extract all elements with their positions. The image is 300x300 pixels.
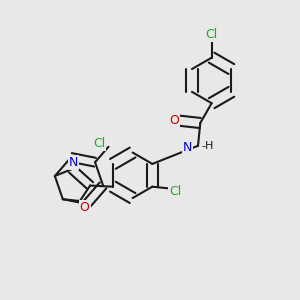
Text: N: N [69,156,78,169]
Text: Cl: Cl [206,28,218,41]
Text: Cl: Cl [169,185,182,198]
Text: O: O [169,114,179,127]
Text: O: O [80,202,90,214]
Text: N: N [183,141,192,154]
Text: -H: -H [202,141,214,152]
Text: Cl: Cl [93,137,105,150]
